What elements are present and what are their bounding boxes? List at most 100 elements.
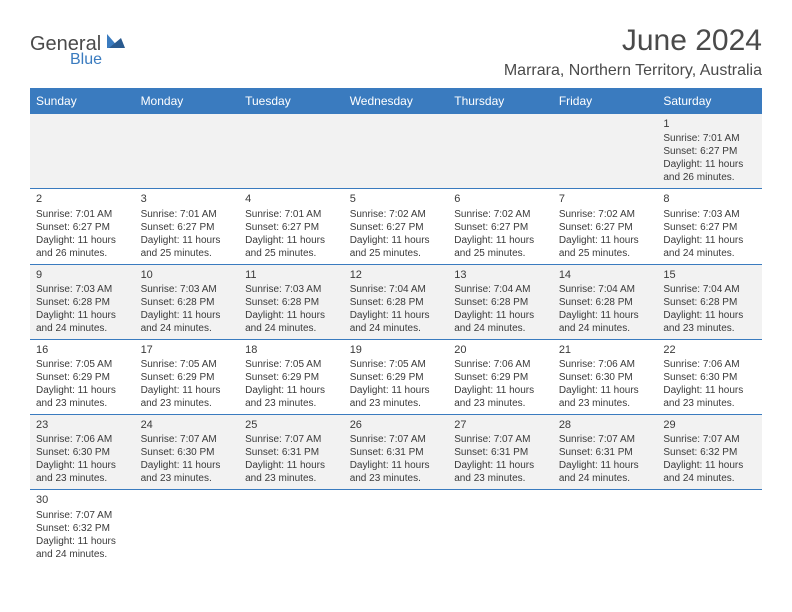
daylight-line: Daylight: 11 hours <box>245 309 338 322</box>
calendar-day-cell: 12Sunrise: 7:04 AMSunset: 6:28 PMDayligh… <box>344 264 449 339</box>
daylight-line: and 24 minutes. <box>36 548 129 561</box>
calendar-page: General Blue June 2024 Marrara, Northern… <box>0 0 792 585</box>
day-number: 12 <box>350 268 443 282</box>
daylight-line: Daylight: 11 hours <box>141 234 234 247</box>
calendar-day-cell <box>344 490 449 565</box>
sunset-line: Sunset: 6:28 PM <box>141 296 234 309</box>
sunset-line: Sunset: 6:28 PM <box>454 296 547 309</box>
calendar-day-cell <box>448 114 553 189</box>
day-header-mon: Monday <box>135 88 240 114</box>
daylight-line: Daylight: 11 hours <box>141 459 234 472</box>
page-header: General Blue June 2024 Marrara, Northern… <box>30 24 762 80</box>
calendar-day-cell <box>553 490 658 565</box>
daylight-line: and 23 minutes. <box>245 472 338 485</box>
calendar-day-cell: 20Sunrise: 7:06 AMSunset: 6:29 PMDayligh… <box>448 339 553 414</box>
sunset-line: Sunset: 6:30 PM <box>559 371 652 384</box>
day-number: 1 <box>663 117 756 131</box>
sunset-line: Sunset: 6:27 PM <box>36 221 129 234</box>
daylight-line: Daylight: 11 hours <box>559 384 652 397</box>
day-number: 13 <box>454 268 547 282</box>
calendar-day-cell: 7 Sunrise: 7:02 AMSunset: 6:27 PMDaylight… <box>553 189 658 264</box>
sunrise-line: Sunrise: 7:03 AM <box>36 283 129 296</box>
sunrise-line: Sunrise: 7:05 AM <box>245 358 338 371</box>
daylight-line: and 23 minutes. <box>350 397 443 410</box>
calendar-day-cell: 22Sunrise: 7:06 AMSunset: 6:30 PMDayligh… <box>657 339 762 414</box>
calendar-day-cell: 19Sunrise: 7:05 AMSunset: 6:29 PMDayligh… <box>344 339 449 414</box>
day-number: 23 <box>36 418 129 432</box>
daylight-line: Daylight: 11 hours <box>245 384 338 397</box>
day-header-fri: Friday <box>553 88 658 114</box>
sunrise-line: Sunrise: 7:02 AM <box>350 208 443 221</box>
daylight-line: and 24 minutes. <box>36 322 129 335</box>
day-number: 15 <box>663 268 756 282</box>
calendar-day-cell <box>135 490 240 565</box>
sunset-line: Sunset: 6:27 PM <box>141 221 234 234</box>
daylight-line: Daylight: 11 hours <box>454 234 547 247</box>
daylight-line: Daylight: 11 hours <box>663 158 756 171</box>
calendar-day-cell: 11Sunrise: 7:03 AMSunset: 6:28 PMDayligh… <box>239 264 344 339</box>
sunset-line: Sunset: 6:28 PM <box>36 296 129 309</box>
calendar-day-cell: 18Sunrise: 7:05 AMSunset: 6:29 PMDayligh… <box>239 339 344 414</box>
day-number: 4 <box>245 192 338 206</box>
sunrise-line: Sunrise: 7:04 AM <box>559 283 652 296</box>
calendar-day-cell: 3Sunrise: 7:01 AMSunset: 6:27 PMDaylight… <box>135 189 240 264</box>
location-subtitle: Marrara, Northern Territory, Australia <box>504 62 762 80</box>
calendar-day-cell <box>657 490 762 565</box>
daylight-line: and 24 minutes. <box>663 247 756 260</box>
calendar-table: Sunday Monday Tuesday Wednesday Thursday… <box>30 88 762 565</box>
daylight-line: Daylight: 11 hours <box>245 234 338 247</box>
daylight-line: Daylight: 11 hours <box>141 384 234 397</box>
sunset-line: Sunset: 6:27 PM <box>454 221 547 234</box>
daylight-line: Daylight: 11 hours <box>663 384 756 397</box>
day-number: 11 <box>245 268 338 282</box>
calendar-day-cell: 29Sunrise: 7:07 AMSunset: 6:32 PMDayligh… <box>657 415 762 490</box>
day-header-wed: Wednesday <box>344 88 449 114</box>
day-number: 27 <box>454 418 547 432</box>
sunset-line: Sunset: 6:29 PM <box>36 371 129 384</box>
calendar-week-row: 30Sunrise: 7:07 AMSunset: 6:32 PMDayligh… <box>30 490 762 565</box>
calendar-day-cell: 4Sunrise: 7:01 AMSunset: 6:27 PMDaylight… <box>239 189 344 264</box>
sunrise-line: Sunrise: 7:04 AM <box>350 283 443 296</box>
sunrise-line: Sunrise: 7:04 AM <box>454 283 547 296</box>
day-number: 18 <box>245 343 338 357</box>
sunrise-line: Sunrise: 7:05 AM <box>141 358 234 371</box>
sunset-line: Sunset: 6:31 PM <box>350 446 443 459</box>
sunset-line: Sunset: 6:31 PM <box>454 446 547 459</box>
sunset-line: Sunset: 6:27 PM <box>559 221 652 234</box>
daylight-line: and 23 minutes. <box>454 397 547 410</box>
sunset-line: Sunset: 6:32 PM <box>36 522 129 535</box>
day-number: 2 <box>36 192 129 206</box>
daylight-line: Daylight: 11 hours <box>559 459 652 472</box>
sunrise-line: Sunrise: 7:06 AM <box>559 358 652 371</box>
sunset-line: Sunset: 6:31 PM <box>245 446 338 459</box>
daylight-line: Daylight: 11 hours <box>36 309 129 322</box>
sunrise-line: Sunrise: 7:01 AM <box>663 132 756 145</box>
day-number: 6 <box>454 192 547 206</box>
calendar-body: 1Sunrise: 7:01 AMSunset: 6:27 PMDaylight… <box>30 114 762 565</box>
sunrise-line: Sunrise: 7:03 AM <box>245 283 338 296</box>
day-number: 30 <box>36 493 129 507</box>
sunrise-line: Sunrise: 7:02 AM <box>559 208 652 221</box>
day-number: 7 <box>559 192 652 206</box>
brand-logo: General Blue <box>30 24 127 68</box>
day-number: 3 <box>141 192 234 206</box>
daylight-line: Daylight: 11 hours <box>663 234 756 247</box>
title-block: June 2024 Marrara, Northern Territory, A… <box>504 24 762 80</box>
day-number: 19 <box>350 343 443 357</box>
calendar-day-cell: 21Sunrise: 7:06 AMSunset: 6:30 PMDayligh… <box>553 339 658 414</box>
calendar-week-row: 1Sunrise: 7:01 AMSunset: 6:27 PMDaylight… <box>30 114 762 189</box>
daylight-line: Daylight: 11 hours <box>36 459 129 472</box>
daylight-line: and 25 minutes. <box>350 247 443 260</box>
daylight-line: and 23 minutes. <box>141 397 234 410</box>
sunset-line: Sunset: 6:29 PM <box>350 371 443 384</box>
day-number: 28 <box>559 418 652 432</box>
day-number: 22 <box>663 343 756 357</box>
daylight-line: Daylight: 11 hours <box>350 459 443 472</box>
daylight-line: and 25 minutes. <box>559 247 652 260</box>
calendar-day-cell <box>344 114 449 189</box>
sunset-line: Sunset: 6:28 PM <box>350 296 443 309</box>
daylight-line: and 25 minutes. <box>245 247 338 260</box>
sunset-line: Sunset: 6:27 PM <box>245 221 338 234</box>
daylight-line: Daylight: 11 hours <box>559 234 652 247</box>
daylight-line: Daylight: 11 hours <box>245 459 338 472</box>
